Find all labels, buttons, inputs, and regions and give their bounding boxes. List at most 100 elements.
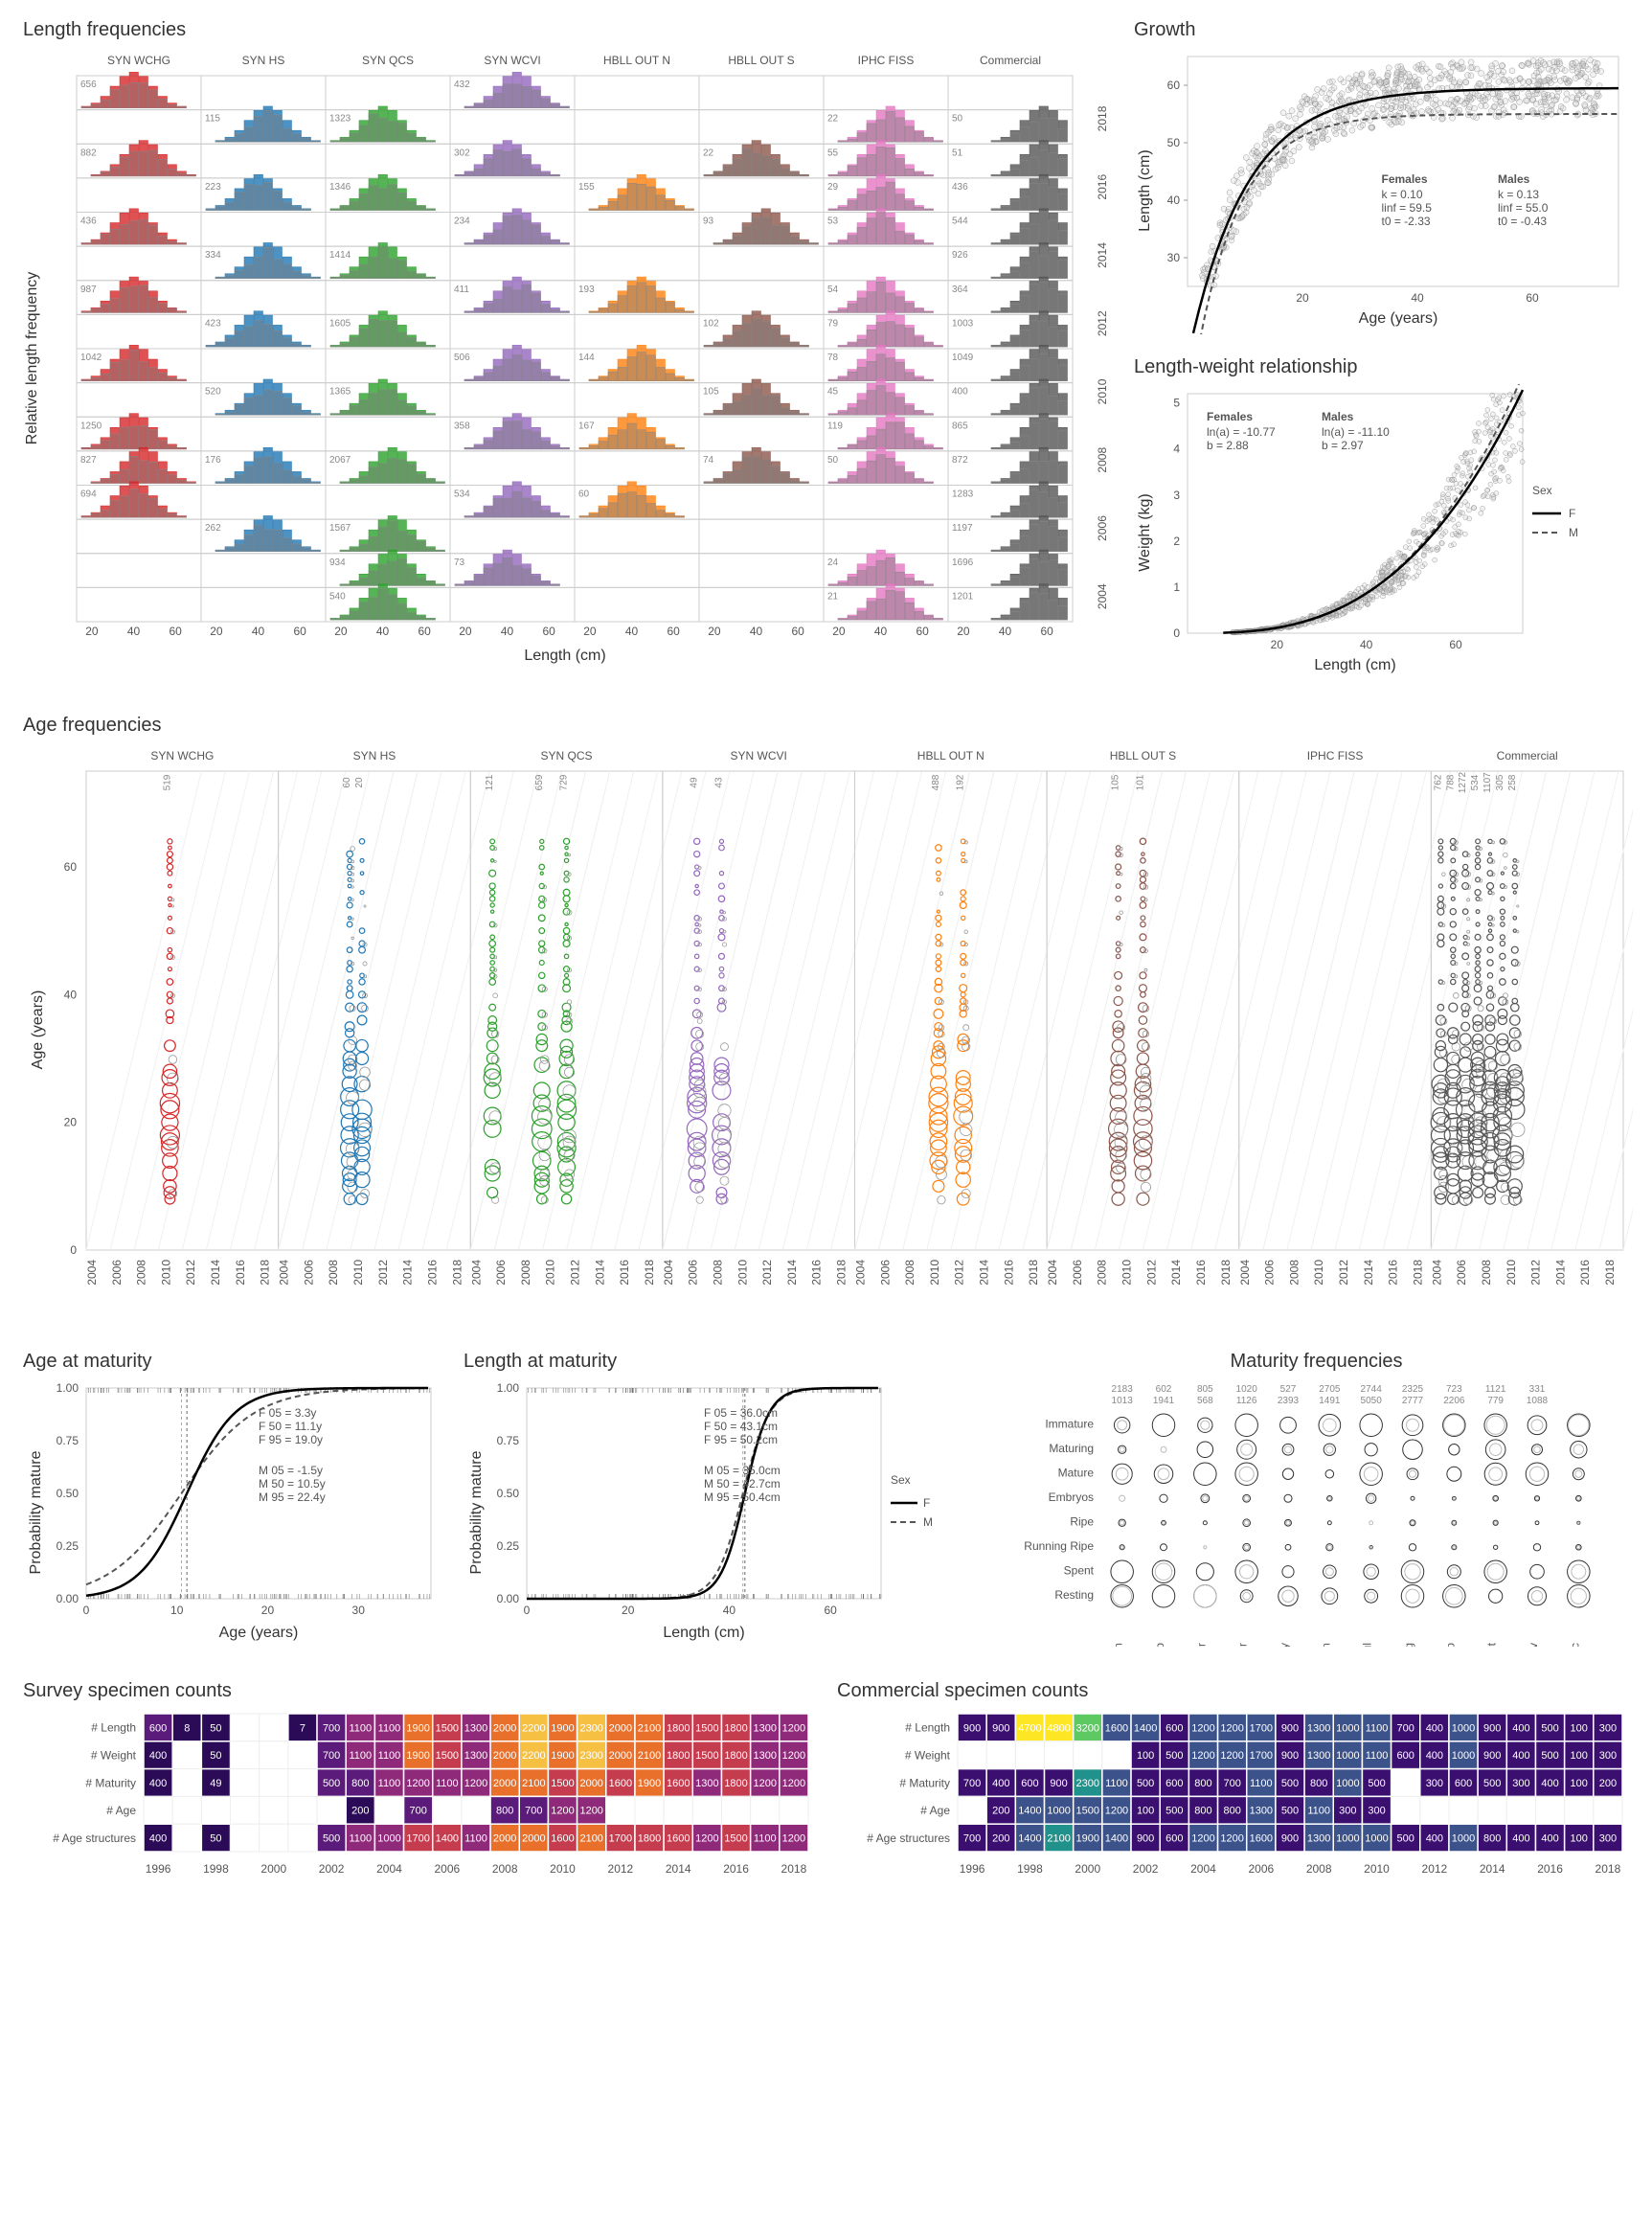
age-maturity-panel: Age at maturity 01020300.000.250.500.751…: [19, 1351, 441, 1651]
length-weight-chart: 012345204060Length (cm)Weight (kg)Female…: [1130, 384, 1628, 681]
svg-text:540: 540: [329, 591, 346, 602]
svg-text:656: 656: [80, 80, 97, 90]
svg-text:2018: 2018: [259, 1260, 272, 1286]
svg-text:2018: 2018: [835, 1260, 849, 1286]
svg-text:2012: 2012: [760, 1260, 774, 1286]
svg-text:2014: 2014: [401, 1260, 415, 1286]
svg-text:2004: 2004: [278, 1260, 291, 1286]
svg-text:934: 934: [329, 558, 346, 568]
svg-text:HBLL OUT N: HBLL OUT N: [917, 749, 984, 762]
age-maturity-chart: 01020300.000.250.500.751.00Age (years)Pr…: [19, 1378, 441, 1647]
svg-text:Males: Males: [1322, 410, 1354, 423]
svg-text:1605: 1605: [329, 318, 351, 329]
svg-text:43: 43: [713, 777, 724, 788]
svg-text:2016: 2016: [1096, 174, 1109, 200]
svg-text:SYN WCHG: SYN WCHG: [107, 54, 170, 67]
svg-text:2016: 2016: [1002, 1260, 1015, 1286]
svg-text:SYN QCS: SYN QCS: [362, 54, 414, 67]
svg-text:40: 40: [64, 988, 78, 1001]
svg-text:HBLL OUT S: HBLL OUT S: [728, 54, 794, 67]
svg-text:400: 400: [952, 387, 968, 398]
svg-text:0.25: 0.25: [497, 1539, 520, 1553]
svg-text:1107: 1107: [1482, 772, 1493, 793]
svg-text:Females: Females: [1207, 410, 1253, 423]
svg-text:Relative length frequency: Relative length frequency: [24, 272, 40, 445]
svg-text:54: 54: [827, 284, 839, 295]
svg-text:t0 = -0.43: t0 = -0.43: [1498, 215, 1547, 228]
svg-text:2010: 2010: [928, 1260, 941, 1286]
svg-text:2008: 2008: [903, 1260, 917, 1286]
svg-text:506: 506: [454, 353, 470, 363]
svg-text:436: 436: [80, 216, 97, 227]
length-freq-panel: Length frequencies SYN WCHGSYN HSSYN QCS…: [19, 19, 1111, 686]
svg-text:1042: 1042: [80, 353, 102, 363]
svg-text:519: 519: [162, 774, 172, 790]
svg-text:2008: 2008: [1287, 1260, 1301, 1286]
svg-text:2014: 2014: [1362, 1260, 1375, 1286]
svg-text:22: 22: [703, 148, 714, 158]
svg-text:827: 827: [80, 455, 97, 466]
svg-text:2006: 2006: [110, 1260, 124, 1286]
svg-text:20: 20: [459, 625, 472, 638]
svg-text:F 95 = 19.0y: F 95 = 19.0y: [259, 1433, 323, 1446]
svg-text:SYN WCVI: SYN WCVI: [731, 749, 787, 762]
commercial-counts-title: Commercial specimen counts: [837, 1680, 1628, 1702]
svg-text:2016: 2016: [425, 1260, 439, 1286]
svg-text:101: 101: [1135, 774, 1145, 790]
svg-text:40: 40: [625, 625, 639, 638]
svg-text:2004: 2004: [85, 1260, 99, 1286]
svg-text:2004: 2004: [854, 1260, 868, 1286]
svg-text:40: 40: [999, 625, 1012, 638]
svg-text:53: 53: [827, 216, 839, 227]
svg-text:2006: 2006: [1071, 1260, 1084, 1286]
svg-text:1201: 1201: [952, 591, 974, 602]
svg-text:20: 20: [85, 625, 99, 638]
svg-text:520: 520: [205, 387, 221, 398]
svg-text:40: 40: [1411, 291, 1424, 305]
svg-text:115: 115: [205, 114, 220, 125]
svg-text:F 50 = 43.1cm: F 50 = 43.1cm: [704, 1420, 778, 1433]
svg-text:2008: 2008: [1096, 447, 1109, 473]
svg-text:20: 20: [622, 1604, 635, 1617]
svg-text:50: 50: [952, 114, 963, 125]
svg-text:2008: 2008: [1096, 1260, 1109, 1286]
svg-text:Age (years): Age (years): [219, 1625, 299, 1641]
svg-text:60: 60: [1167, 79, 1181, 92]
svg-text:0: 0: [83, 1604, 90, 1617]
svg-text:2006: 2006: [1096, 515, 1109, 541]
svg-text:24: 24: [827, 558, 839, 568]
svg-text:1323: 1323: [329, 114, 351, 125]
svg-text:2010: 2010: [735, 1260, 749, 1286]
svg-text:2006: 2006: [687, 1260, 700, 1286]
svg-text:2016: 2016: [1194, 1260, 1208, 1286]
svg-text:Length (cm): Length (cm): [663, 1625, 744, 1641]
svg-text:0.75: 0.75: [57, 1434, 79, 1447]
svg-text:2006: 2006: [494, 1260, 508, 1286]
svg-text:2014: 2014: [978, 1260, 991, 1286]
length-maturity-title: Length at maturity: [464, 1351, 977, 1373]
svg-text:40: 40: [127, 625, 141, 638]
svg-text:40: 40: [1167, 193, 1181, 207]
svg-text:20: 20: [583, 625, 597, 638]
maturity-freq-panel: Maturity frequencies ImmatureMaturingMat…: [996, 1351, 1633, 1651]
svg-text:F: F: [1569, 507, 1575, 520]
svg-text:1346: 1346: [329, 182, 351, 193]
svg-text:60: 60: [294, 625, 307, 638]
svg-text:534: 534: [454, 489, 470, 500]
svg-text:2010: 2010: [1096, 378, 1109, 404]
svg-text:HBLL OUT N: HBLL OUT N: [603, 54, 670, 67]
svg-text:50: 50: [1167, 136, 1181, 149]
svg-text:20: 20: [334, 625, 348, 638]
svg-text:0.50: 0.50: [497, 1487, 520, 1500]
age-freq-panel: Age frequencies SYN WCHG5192004200620082…: [19, 715, 1633, 1322]
length-freq-chart: SYN WCHGSYN HSSYN QCSSYN WCVIHBLL OUT NH…: [19, 47, 1111, 670]
svg-text:2006: 2006: [1263, 1260, 1277, 1286]
svg-text:926: 926: [952, 250, 968, 261]
svg-text:0.00: 0.00: [57, 1592, 79, 1605]
svg-text:ln(a) = -11.10: ln(a) = -11.10: [1322, 425, 1390, 439]
svg-text:488: 488: [931, 774, 941, 790]
svg-text:1414: 1414: [329, 250, 351, 261]
svg-text:1003: 1003: [952, 318, 974, 329]
svg-text:60: 60: [170, 625, 183, 638]
svg-text:3: 3: [1173, 489, 1180, 502]
